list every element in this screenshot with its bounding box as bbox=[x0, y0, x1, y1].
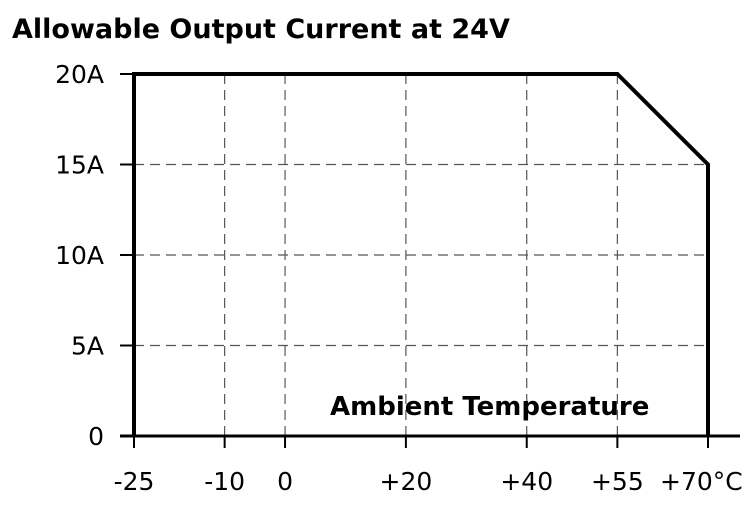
x-tick-label: +40 bbox=[500, 467, 553, 496]
y-tick-label: 15A bbox=[55, 151, 104, 180]
series-layer bbox=[132, 72, 710, 437]
y-tick-label: 0 bbox=[88, 422, 104, 451]
x-tick-label: -25 bbox=[114, 467, 155, 496]
x-tick-label: +20 bbox=[380, 467, 433, 496]
x-tick-label: -10 bbox=[204, 467, 245, 496]
grid bbox=[134, 74, 708, 436]
x-axis-label: Ambient Temperature bbox=[330, 392, 649, 422]
y-tick-label: 10A bbox=[55, 241, 104, 270]
x-tick-label: +55 bbox=[591, 467, 644, 496]
y-tick-label: 20A bbox=[55, 60, 104, 89]
chart-title: Allowable Output Current at 24V bbox=[12, 14, 510, 45]
y-tick-label: 5A bbox=[71, 332, 104, 361]
ticks: -25 -10 0 +20 +40 +55 +70°C 0 5A 10A 15A 20A bbox=[55, 60, 743, 496]
x-tick-label: +70°C bbox=[660, 467, 743, 496]
x-tick-label: 0 bbox=[277, 467, 293, 496]
